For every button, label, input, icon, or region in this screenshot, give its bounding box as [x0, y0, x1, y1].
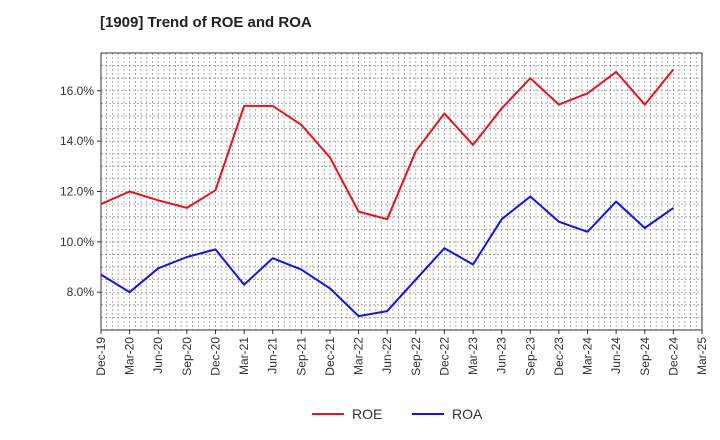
roe-series-line: [100, 68, 675, 221]
x-tick-label: Mar-23: [466, 337, 480, 375]
legend-label-roe: ROE: [352, 406, 382, 422]
x-tick-label: Mar-21: [237, 337, 251, 375]
x-tick-label: Mar-25: [695, 337, 709, 375]
roa-series-line: [100, 195, 674, 318]
x-tick-label: Jun-21: [266, 337, 280, 374]
y-tick-label: 12.0%: [60, 185, 94, 199]
x-tick-label: Jun-24: [609, 337, 623, 374]
x-tick-label: Dec-20: [208, 337, 222, 376]
y-tick-label: 14.0%: [60, 134, 94, 148]
chart-title: [1909] Trend of ROE and ROA: [100, 14, 312, 31]
x-tick-label: Sep-20: [180, 337, 194, 376]
x-tick-label: Jun-22: [380, 337, 394, 374]
x-tick-label: Mar-20: [123, 337, 137, 375]
x-tick-label: Mar-24: [581, 337, 595, 375]
x-tick-label: Sep-24: [638, 337, 652, 376]
x-tick-label: Jun-20: [151, 337, 165, 374]
y-tick-label: 10.0%: [60, 235, 94, 249]
legend-label-roa: ROA: [452, 406, 483, 422]
x-tick-label: Sep-23: [523, 337, 537, 376]
y-tick-label: 8.0%: [67, 285, 95, 299]
x-tick-label: Sep-21: [294, 337, 308, 376]
x-tick-label: Dec-19: [94, 337, 108, 376]
x-tick-label: Dec-23: [552, 337, 566, 376]
x-tick-label: Dec-22: [437, 337, 451, 376]
x-tick-label: Jun-23: [495, 337, 509, 374]
x-tick-label: Dec-21: [323, 337, 337, 376]
x-tick-label: Mar-22: [352, 337, 366, 375]
x-tick-label: Dec-24: [666, 337, 680, 376]
legend: ROE ROA: [312, 406, 483, 422]
y-tick-label: 16.0%: [60, 84, 94, 98]
x-tick-label: Sep-22: [409, 337, 423, 376]
